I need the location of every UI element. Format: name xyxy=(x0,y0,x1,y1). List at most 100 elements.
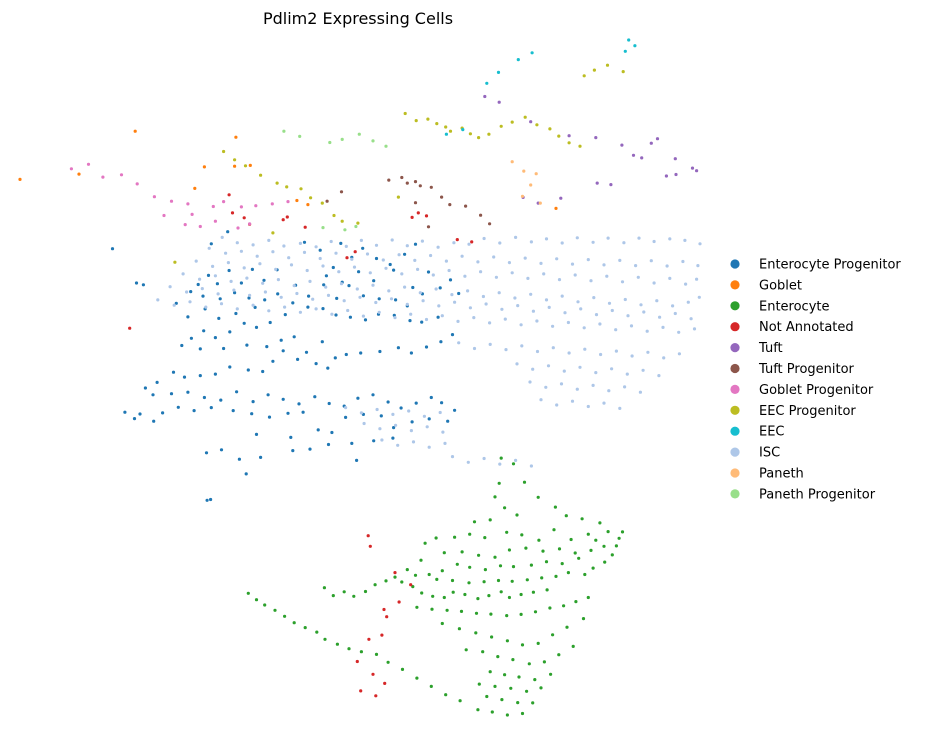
point-isc xyxy=(696,264,700,268)
point-isc xyxy=(441,430,445,434)
point-isc xyxy=(614,328,618,332)
point-enterocyte-progenitor xyxy=(347,284,351,288)
point-eec xyxy=(496,70,501,74)
point-isc xyxy=(156,298,160,302)
point-enterocyte-progenitor xyxy=(254,432,259,436)
point-enterocyte xyxy=(460,550,464,554)
point-isc xyxy=(200,287,204,291)
point-eec-progenitor xyxy=(275,181,279,185)
point-not-annotated xyxy=(455,238,459,242)
point-enterocyte xyxy=(442,595,446,600)
point-isc xyxy=(213,274,217,278)
point-isc xyxy=(251,243,255,247)
point-isc xyxy=(437,304,441,308)
point-isc xyxy=(594,371,598,375)
point-enterocyte-progenitor xyxy=(344,415,348,419)
point-enterocyte-progenitor xyxy=(233,291,237,295)
point-enterocyte xyxy=(472,520,477,524)
legend-label-goblet: Goblet xyxy=(759,278,802,293)
point-enterocyte-progenitor xyxy=(110,247,115,251)
point-isc xyxy=(671,304,675,308)
point-enterocyte-progenitor xyxy=(306,305,310,309)
point-enterocyte xyxy=(573,551,577,555)
point-isc xyxy=(472,346,477,351)
point-eec-progenitor xyxy=(548,127,552,131)
point-isc xyxy=(629,324,634,328)
point-enterocyte-progenitor xyxy=(209,497,213,502)
point-enterocyte xyxy=(374,652,379,657)
point-isc xyxy=(374,243,379,247)
point-enterocyte xyxy=(431,594,435,598)
point-not-annotated xyxy=(383,681,387,686)
point-not-annotated xyxy=(128,326,132,330)
point-tuft-progenitor xyxy=(418,184,422,188)
point-goblet-progenitor xyxy=(236,226,240,230)
point-isc xyxy=(618,258,622,262)
point-eec xyxy=(485,81,489,85)
point-isc xyxy=(424,317,429,322)
point-enterocyte-progenitor xyxy=(350,441,354,445)
point-enterocyte xyxy=(610,553,614,557)
point-enterocyte-progenitor xyxy=(371,393,375,397)
point-enterocyte-progenitor xyxy=(219,398,223,402)
point-paneth xyxy=(522,169,526,173)
legend-marker-paneth-progenitor xyxy=(730,489,740,499)
point-eec-progenitor xyxy=(259,173,263,177)
point-isc xyxy=(560,241,564,245)
point-isc xyxy=(546,364,551,368)
point-isc xyxy=(610,367,614,371)
point-isc xyxy=(416,267,420,271)
legend-marker-tuft-progenitor xyxy=(730,363,740,374)
point-isc xyxy=(282,244,286,248)
point-enterocyte xyxy=(468,532,472,536)
point-tuft-progenitor xyxy=(429,185,433,189)
point-enterocyte-progenitor xyxy=(231,409,235,413)
point-enterocyte xyxy=(451,590,455,594)
point-enterocyte xyxy=(434,536,438,540)
point-isc xyxy=(639,303,643,307)
point-enterocyte xyxy=(522,480,527,484)
legend: Enterocyte Progenitor Goblet Enterocyte Not… xyxy=(730,258,901,502)
point-goblet-progenitor xyxy=(248,222,252,226)
point-enterocyte-progenitor xyxy=(399,406,403,410)
point-paneth xyxy=(510,160,514,164)
point-isc xyxy=(570,399,575,403)
point-enterocyte-progenitor xyxy=(321,307,325,311)
point-enterocyte-progenitor xyxy=(426,270,431,274)
point-enterocyte-progenitor xyxy=(378,349,382,354)
point-isc xyxy=(188,300,192,304)
point-eec-progenitor xyxy=(487,132,491,136)
point-isc xyxy=(657,374,661,378)
legend-marker-not-annotated xyxy=(730,322,740,332)
point-tuft xyxy=(631,153,636,157)
point-enterocyte xyxy=(493,495,497,499)
point-isc xyxy=(662,356,666,360)
point-enterocyte xyxy=(254,598,259,602)
point-isc xyxy=(697,295,701,299)
point-enterocyte-progenitor xyxy=(155,380,159,384)
point-goblet-progenitor xyxy=(152,195,156,199)
point-isc xyxy=(457,341,461,345)
point-enterocyte xyxy=(474,631,478,635)
point-tuft xyxy=(609,183,613,187)
point-enterocyte xyxy=(489,612,493,616)
point-enterocyte xyxy=(540,576,544,580)
point-goblet-progenitor xyxy=(254,204,258,208)
point-not-annotated xyxy=(285,215,289,219)
point-not-annotated xyxy=(397,600,401,604)
point-enterocyte xyxy=(529,563,534,567)
point-enterocyte-progenitor xyxy=(262,278,266,282)
point-eec-progenitor xyxy=(448,129,453,133)
point-enterocyte-progenitor xyxy=(316,428,320,432)
point-goblet xyxy=(77,172,81,176)
point-enterocyte xyxy=(352,594,356,598)
chart-title: Pdlim2 Expressing Cells xyxy=(263,9,453,28)
point-enterocyte xyxy=(520,643,525,647)
point-enterocyte-progenitor xyxy=(251,400,255,404)
point-isc xyxy=(434,287,438,291)
point-enterocyte xyxy=(283,614,287,618)
point-enterocyte-progenitor xyxy=(348,315,352,319)
point-isc xyxy=(460,254,464,258)
point-enterocyte xyxy=(315,630,319,634)
point-enterocyte-progenitor xyxy=(186,315,190,319)
